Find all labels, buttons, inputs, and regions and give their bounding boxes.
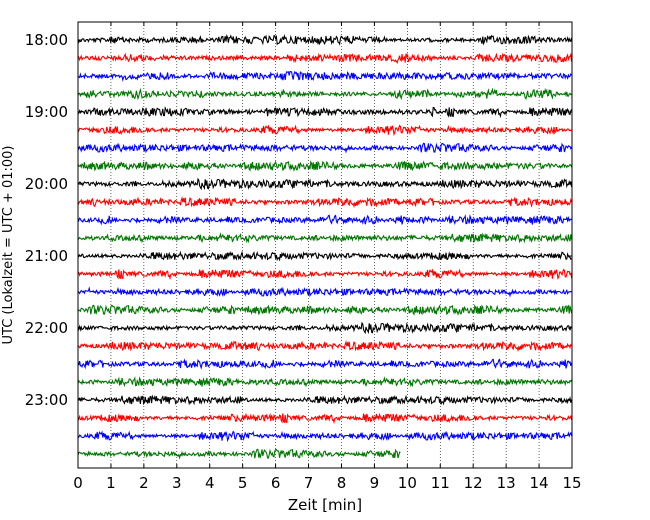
trace-line [77, 394, 573, 406]
trace-line [77, 52, 573, 65]
x-tick-label: 15 [562, 474, 581, 492]
trace-line [77, 304, 573, 316]
x-axis-label: Zeit [min] [288, 496, 362, 514]
trace-line [77, 286, 572, 298]
x-tick-label: 2 [139, 474, 149, 492]
x-tick-label: 3 [172, 474, 182, 492]
x-tick-label: 7 [304, 474, 314, 492]
y-tick-label: 22:00 [25, 319, 68, 337]
y-tick-label: 23:00 [25, 391, 68, 409]
trace-line [77, 412, 573, 425]
trace-line [77, 250, 572, 262]
y-tick-label: 19:00 [25, 103, 68, 121]
trace-line [77, 376, 573, 388]
y-axis-label: UTC (Lokalzeit = UTC + 01:00) [1, 146, 16, 345]
y-axis: 18:00 19:00 20:00 21:00 22:00 23:00 [25, 31, 572, 409]
x-tick-label: 14 [530, 474, 549, 492]
trace-line [77, 430, 573, 443]
trace-group [77, 33, 573, 460]
plot-frame [77, 21, 573, 469]
trace-line [77, 160, 573, 172]
x-tick-label: 8 [337, 474, 347, 492]
x-tick-label: 5 [238, 474, 248, 492]
x-tick-label: 10 [398, 474, 417, 492]
x-tick-label: 4 [205, 474, 215, 492]
trace-line [77, 70, 573, 82]
y-tick-label: 21:00 [25, 247, 68, 265]
trace-line [77, 142, 573, 154]
x-tick-label: 9 [370, 474, 380, 492]
trace-line [77, 232, 573, 244]
x-tick-label: 13 [497, 474, 516, 492]
trace-line [77, 340, 573, 353]
x-tick-label: 11 [431, 474, 450, 492]
trace-line [77, 321, 572, 335]
x-tick-label: 0 [73, 474, 83, 492]
trace-line [77, 214, 573, 226]
trace-line [77, 196, 573, 209]
x-tick-label: 12 [464, 474, 483, 492]
trace-line [77, 177, 573, 191]
trace-line [77, 268, 573, 281]
trace-line [77, 448, 401, 460]
y-tick-label: 18:00 [25, 31, 68, 49]
x-tick-label: 1 [106, 474, 116, 492]
trace-line [77, 124, 572, 137]
trace-line [77, 87, 572, 101]
grid-lines [110, 22, 540, 468]
x-axis: 0 1 2 3 4 5 6 7 8 9 10 11 12 13 14 15 [73, 22, 582, 492]
trace-line [77, 105, 573, 119]
trace-line [77, 358, 573, 370]
y-tick-label: 20:00 [25, 175, 68, 193]
trace-line [77, 33, 573, 46]
x-tick-label: 6 [271, 474, 281, 492]
